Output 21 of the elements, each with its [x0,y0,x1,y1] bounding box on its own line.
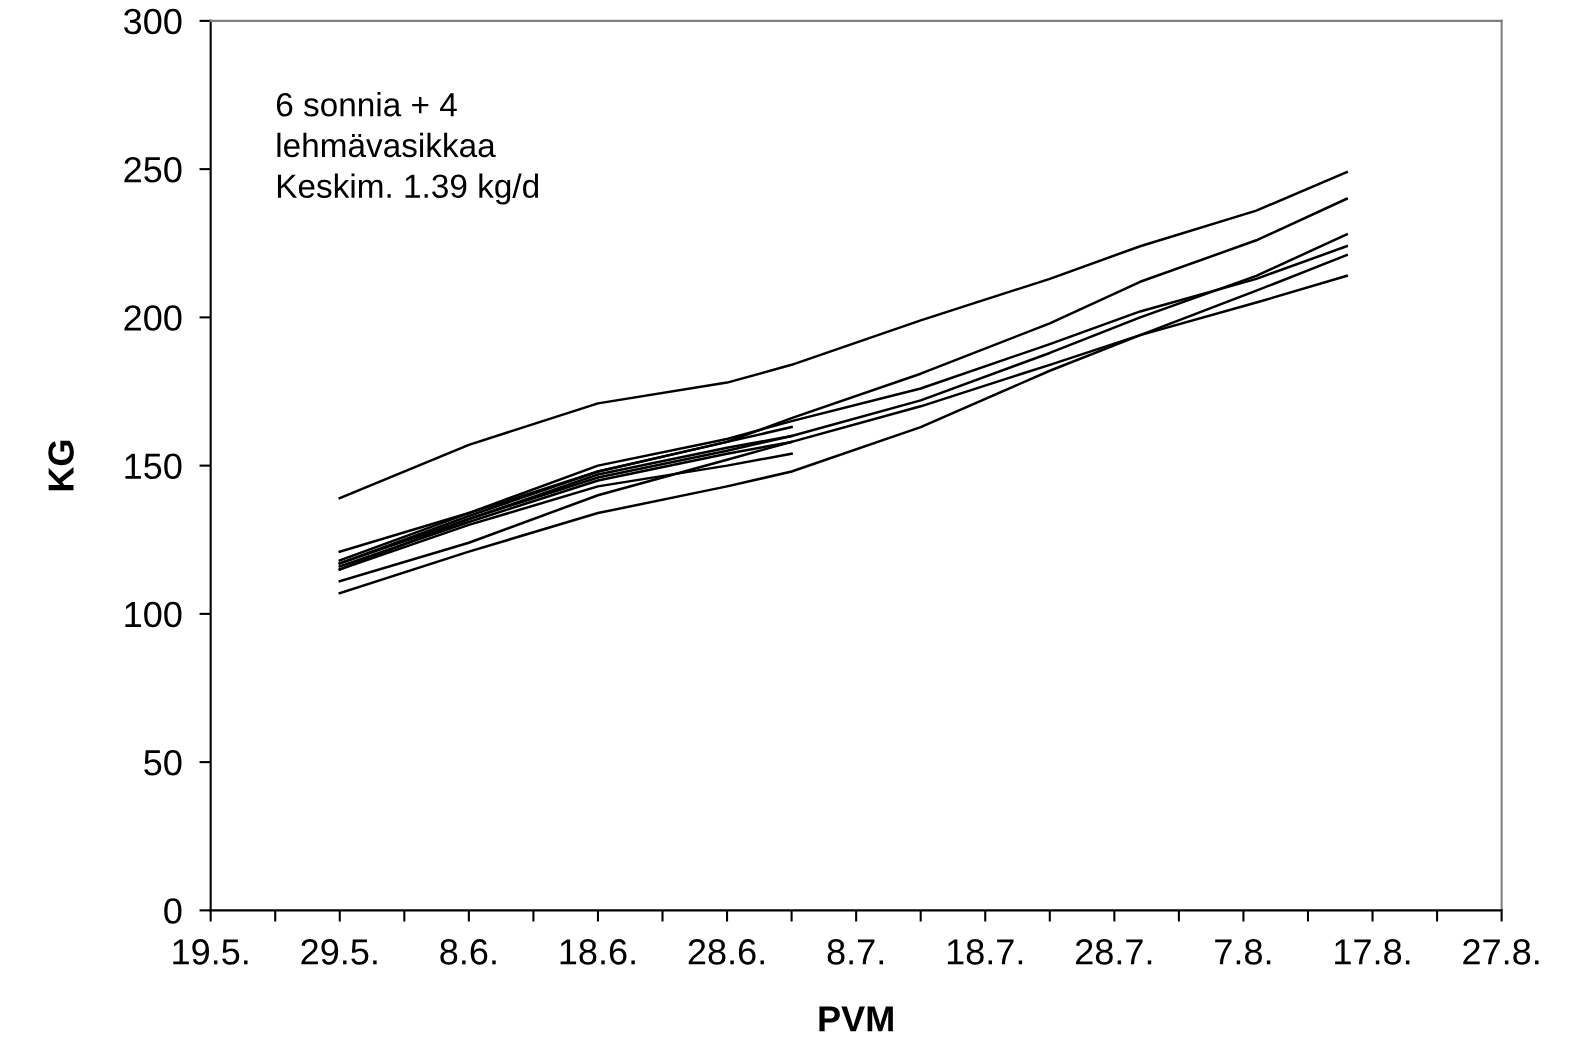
y-tick-label: 50 [144,749,182,776]
x-tick-label: 7.8. [1215,939,1271,965]
y-tick-label: 0 [164,898,182,924]
y-axis-title: KG [48,440,74,491]
x-tick-label: 17.8. [1335,939,1410,965]
x-tick-label: 19.5. [173,939,248,965]
y-tick-label: 100 [125,601,182,628]
x-tick-label: 28.7. [1076,939,1152,965]
x-tick-label: 18.7. [947,939,1023,965]
annotation: 6 sonnia + 4 lehmävasikkaa Keskim. 1.39 kg/d [276,92,539,205]
x-axis-title: PVM [819,1006,893,1032]
x-tick-label: 27.8. [1463,939,1539,965]
x-tick-label: 28.6. [688,939,764,965]
x-tick-label: 8.6. [440,939,496,965]
x-tick-label: 8.7. [827,939,883,965]
y-tick-label: 200 [124,305,182,331]
y-tick-label: 150 [125,453,182,480]
y-tick-label: 250 [124,157,182,183]
x-tick-label: 18.6. [560,939,635,965]
x-tick-label: 29.5. [301,939,377,965]
y-tick-label: 300 [124,8,182,35]
